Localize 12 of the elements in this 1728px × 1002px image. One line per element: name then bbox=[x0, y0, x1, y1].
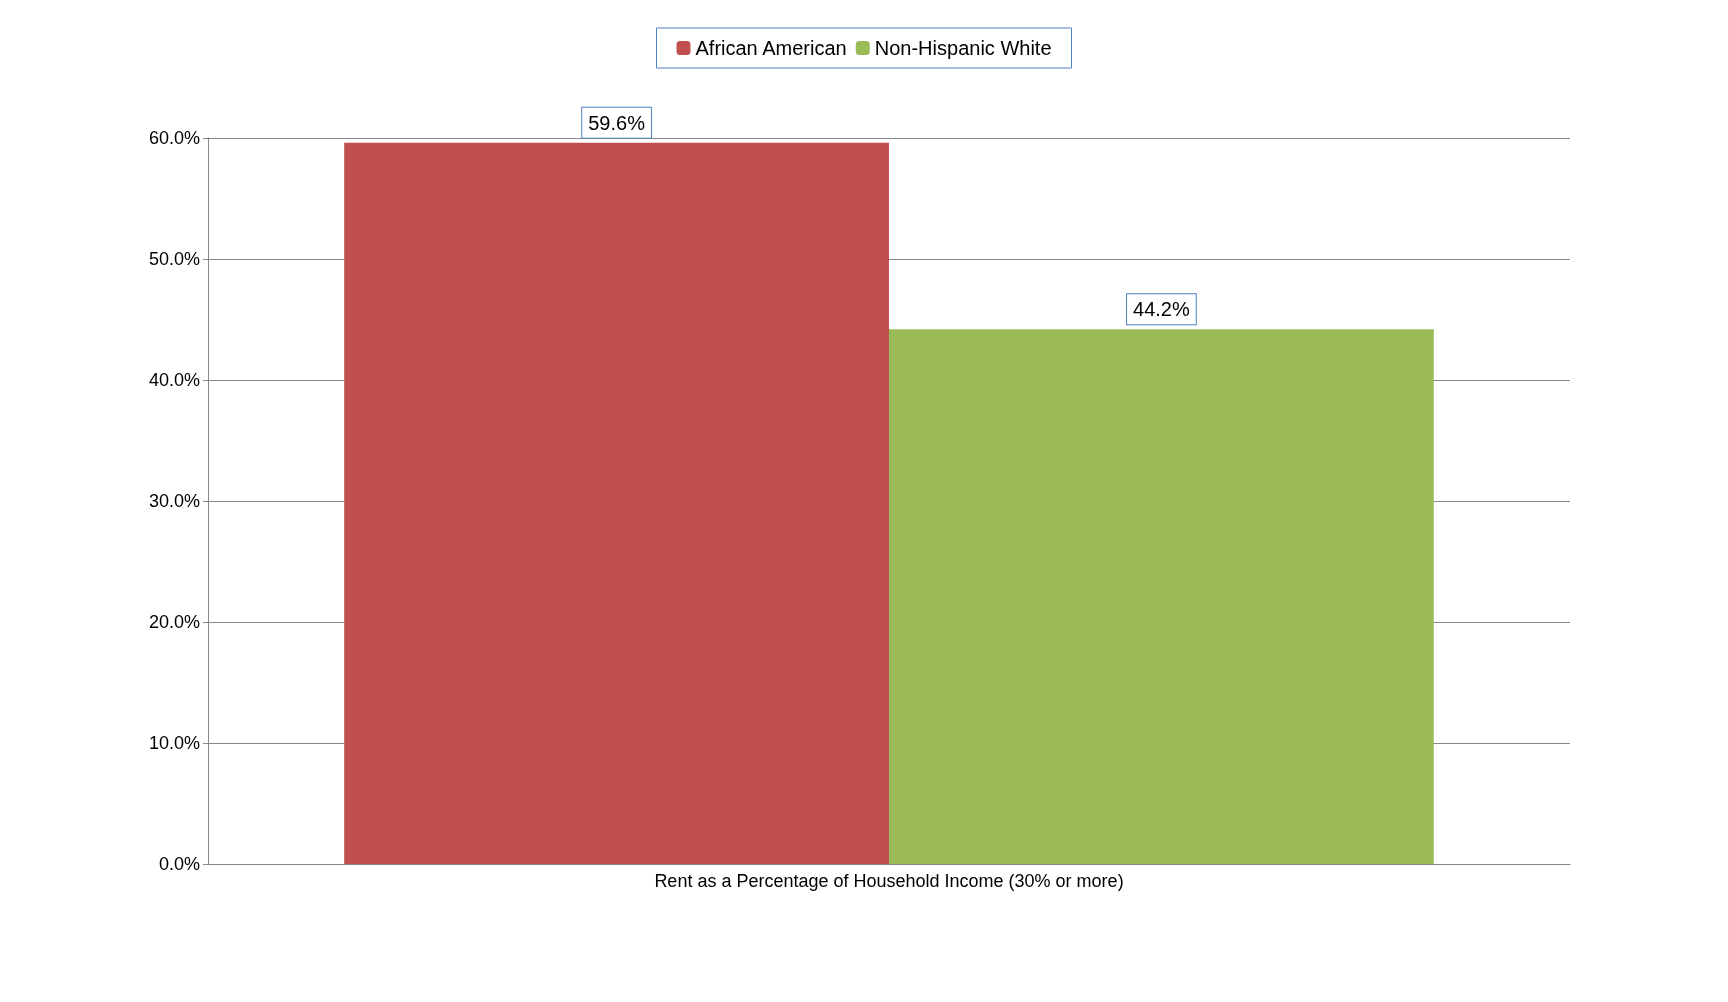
y-tick-label: 60.0% bbox=[148, 128, 200, 148]
y-tick-label: 50.0% bbox=[148, 249, 200, 269]
y-tick-label: 20.0% bbox=[148, 612, 200, 632]
legend-label: African American bbox=[695, 37, 847, 59]
y-tick-label: 40.0% bbox=[148, 370, 200, 390]
y-tick-label: 0.0% bbox=[158, 854, 200, 874]
y-tick-label: 10.0% bbox=[148, 733, 200, 753]
y-tick-label: 30.0% bbox=[148, 491, 200, 511]
x-tick-label: Rent as a Percentage of Household Income (30% or more) bbox=[654, 871, 1124, 891]
legend-label: Non-Hispanic White bbox=[874, 37, 1052, 59]
data-label: 44.2% bbox=[1133, 298, 1190, 321]
data-label: 59.6% bbox=[588, 111, 646, 134]
